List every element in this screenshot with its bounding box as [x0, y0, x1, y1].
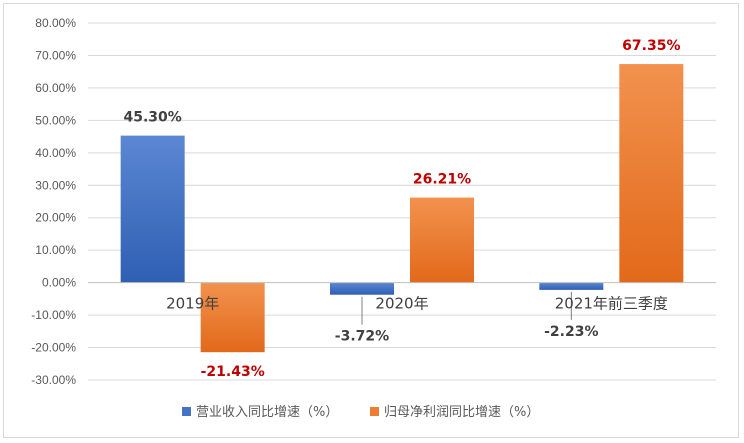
- data-label: -21.43%: [201, 364, 265, 380]
- y-tick-label: 70.00%: [35, 48, 76, 62]
- y-tick-label: 40.00%: [35, 146, 76, 160]
- bar-net-profit: [410, 197, 474, 283]
- y-tick-label: 50.00%: [35, 113, 76, 127]
- bar-net-profit: [200, 282, 265, 353]
- y-tick-label: -20.00%: [31, 341, 76, 355]
- bar-revenue: [539, 282, 604, 290]
- bar-revenue: [120, 135, 185, 283]
- data-label: 67.35%: [622, 38, 680, 54]
- data-label: -2.23%: [544, 324, 598, 340]
- y-tick-label: -30.00%: [31, 373, 76, 387]
- legend-swatch: [182, 407, 191, 416]
- data-label: 45.30%: [124, 110, 182, 126]
- leader-lines: [361, 291, 572, 325]
- y-tick-label: 10.00%: [35, 243, 76, 257]
- legend: 营业收入同比增速（%） 归母净利润同比增速（%）: [182, 405, 539, 420]
- y-tick-label: 30.00%: [35, 178, 76, 192]
- category-labels: 2019年 2020年 2021年前三季度: [166, 295, 668, 313]
- y-tick-label: 80.00%: [35, 16, 76, 30]
- bars: [120, 64, 684, 353]
- legend-label: 营业收入同比增速（%）: [196, 405, 338, 420]
- category-label: 2021年前三季度: [555, 295, 668, 313]
- legend-swatch: [370, 407, 379, 416]
- bar-net-profit: [619, 64, 684, 283]
- data-label: -3.72%: [335, 329, 389, 345]
- data-label: 26.21%: [413, 172, 471, 188]
- bar-revenue: [330, 282, 394, 295]
- data-labels: 45.30% -21.43% -3.72% 26.21% -2.23% 67.35%: [124, 38, 681, 380]
- category-label: 2020年: [375, 295, 428, 313]
- y-axis-tick-labels: 80.00% 70.00% 60.00% 50.00% 40.00% 30.00% 20.0…: [31, 16, 76, 387]
- legend-label: 归母净利润同比增速（%）: [384, 405, 539, 420]
- y-tick-label: 0.00%: [42, 276, 76, 290]
- gridlines: [88, 22, 716, 381]
- y-tick-label: 60.00%: [35, 81, 76, 95]
- y-tick-label: -10.00%: [31, 308, 76, 322]
- y-tick-label: 20.00%: [35, 211, 76, 225]
- category-label: 2019年: [166, 295, 219, 313]
